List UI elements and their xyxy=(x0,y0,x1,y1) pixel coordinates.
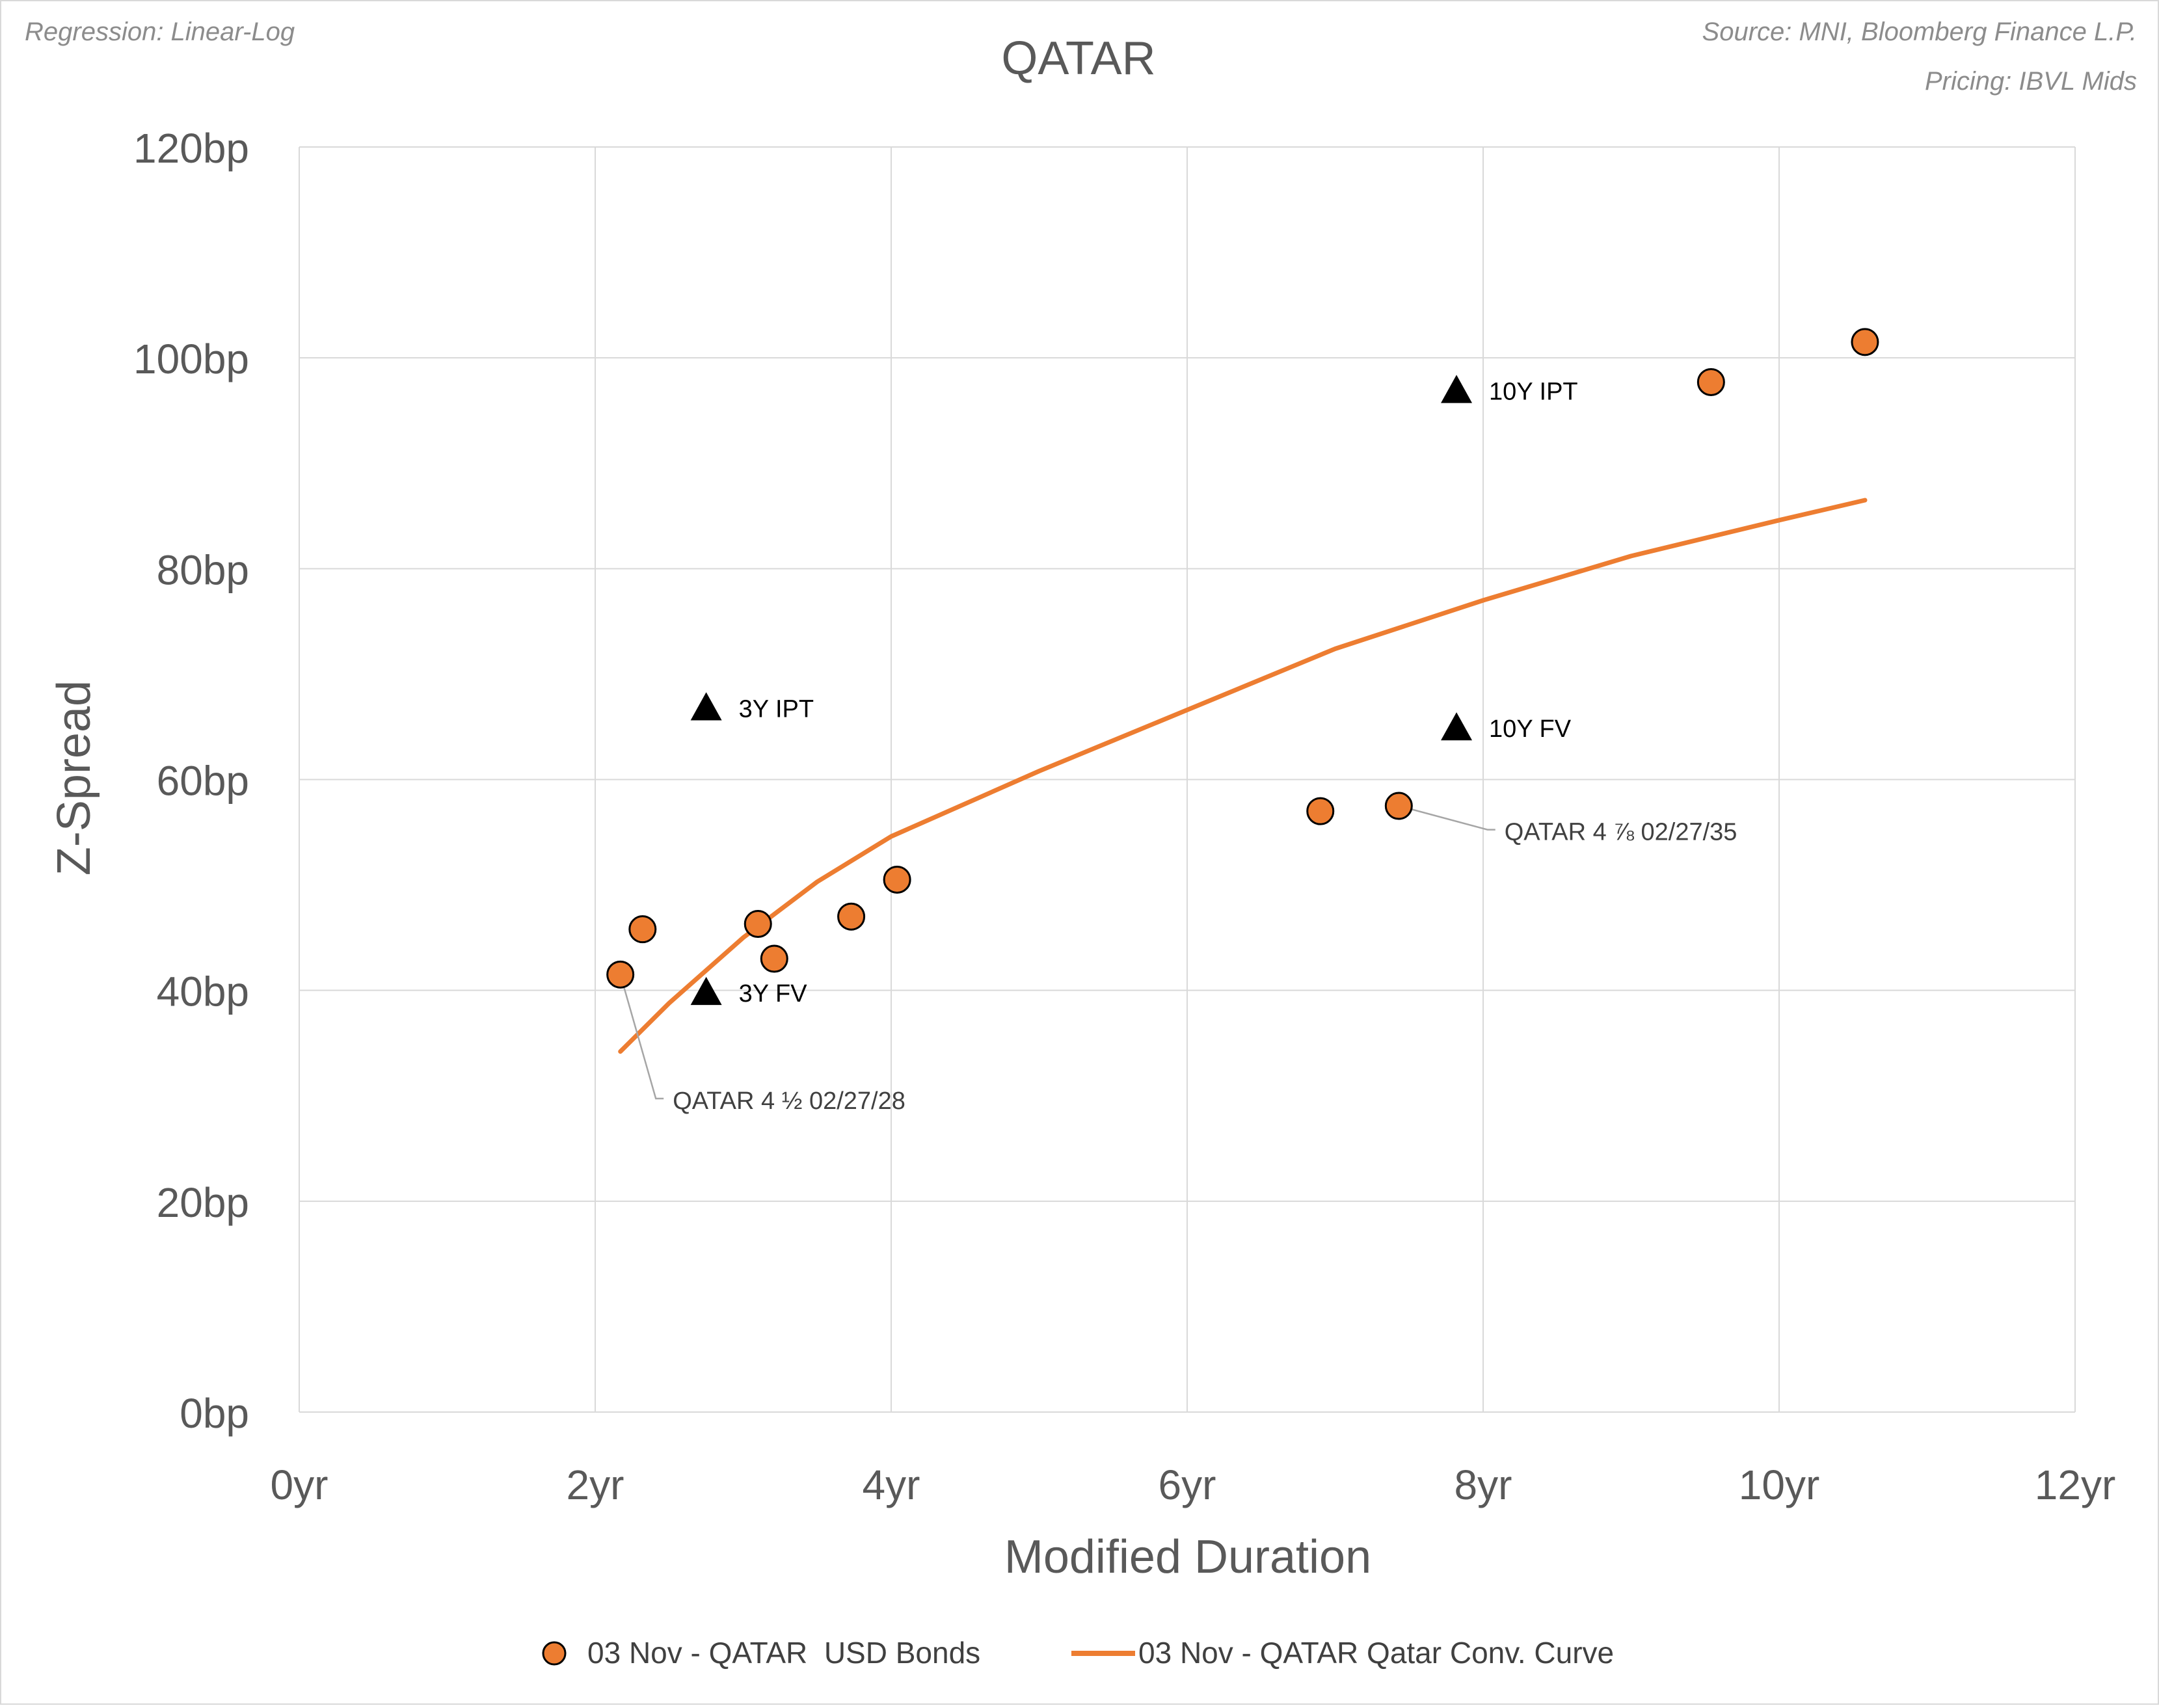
annotation-label: QATAR 4 ½ 02/27/28 xyxy=(673,1088,905,1115)
bond-point xyxy=(1851,328,1879,356)
axes: 0yr 2yr 4yr 6yr 8yr 10yr 12yr 0bp 20bp 40bp 60bp 80… xyxy=(133,125,2115,1508)
y-tick-label: 120bp xyxy=(133,125,249,172)
new-issue-marker xyxy=(690,692,722,721)
regression-note: Regression: Linear-Log xyxy=(25,18,295,46)
x-tick-label: 10yr xyxy=(1739,1461,1820,1508)
new-issue-label: 3Y IPT xyxy=(739,695,814,723)
new-issue-marker xyxy=(1441,712,1473,741)
bond-points-layer xyxy=(606,328,1879,989)
y-tick-label: 0bp xyxy=(180,1390,249,1437)
new-issue-label: 10Y IPT xyxy=(1489,378,1578,405)
gridlines xyxy=(299,146,2076,1413)
bond-point xyxy=(1384,792,1413,820)
legend-bond-marker xyxy=(542,1641,567,1666)
conv-curve-line xyxy=(618,498,1868,1054)
x-tick-label: 4yr xyxy=(863,1461,920,1508)
y-tick-label: 20bp xyxy=(157,1179,249,1226)
new-issue-label: 10Y FV xyxy=(1489,715,1572,743)
x-tick-label: 8yr xyxy=(1455,1461,1512,1508)
bond-point xyxy=(837,902,866,931)
point-labels: QATAR 4 ½ 02/27/28 QATAR 4 ⅞ 02/27/35 3Y I… xyxy=(673,378,1737,1115)
y-tick-label: 100bp xyxy=(133,336,249,382)
chart-title: QATAR xyxy=(1001,33,1155,85)
y-tick-label: 40bp xyxy=(157,968,249,1015)
bond-point xyxy=(1696,367,1725,396)
bond-point xyxy=(883,865,911,894)
bond-point xyxy=(1306,797,1335,825)
legend-curve-label: 03 Nov - QATAR Qatar Conv. Curve xyxy=(1138,1636,1614,1670)
x-tick-label: 0yr xyxy=(271,1461,329,1508)
annotation-leader xyxy=(619,974,664,1100)
bond-point xyxy=(744,910,772,939)
new-issue-layer xyxy=(690,375,1473,1006)
new-issue-label: 3Y FV xyxy=(739,980,808,1007)
new-issue-marker xyxy=(1441,375,1473,403)
legend-bond-label: 03 Nov - QATAR USD Bonds xyxy=(587,1636,980,1670)
y-axis-title: Z-Spread xyxy=(48,680,100,875)
y-tick-label: 80bp xyxy=(157,546,249,593)
bond-point xyxy=(628,915,657,944)
source-note: Source: MNI, Bloomberg Finance L.P. xyxy=(1702,18,2137,46)
bond-point xyxy=(760,944,788,973)
y-tick-label: 60bp xyxy=(157,758,249,805)
x-tick-label: 2yr xyxy=(567,1461,624,1508)
legend: 03 Nov - QATAR USD Bonds 03 Nov - QATAR … xyxy=(542,1636,1614,1670)
bond-point xyxy=(606,960,635,989)
annotation-label: QATAR 4 ⅞ 02/27/35 xyxy=(1505,819,1737,846)
conv-curve-layer xyxy=(618,498,1868,1054)
annotation-leaders xyxy=(619,805,1495,1100)
x-axis-title: Modified Duration xyxy=(1004,1531,1371,1583)
new-issue-marker xyxy=(690,976,722,1006)
annotation-leader xyxy=(1398,805,1495,831)
x-tick-label: 6yr xyxy=(1159,1461,1216,1508)
pricing-note: Pricing: IBVL Mids xyxy=(1925,67,2137,96)
x-tick-label: 12yr xyxy=(2035,1461,2116,1508)
